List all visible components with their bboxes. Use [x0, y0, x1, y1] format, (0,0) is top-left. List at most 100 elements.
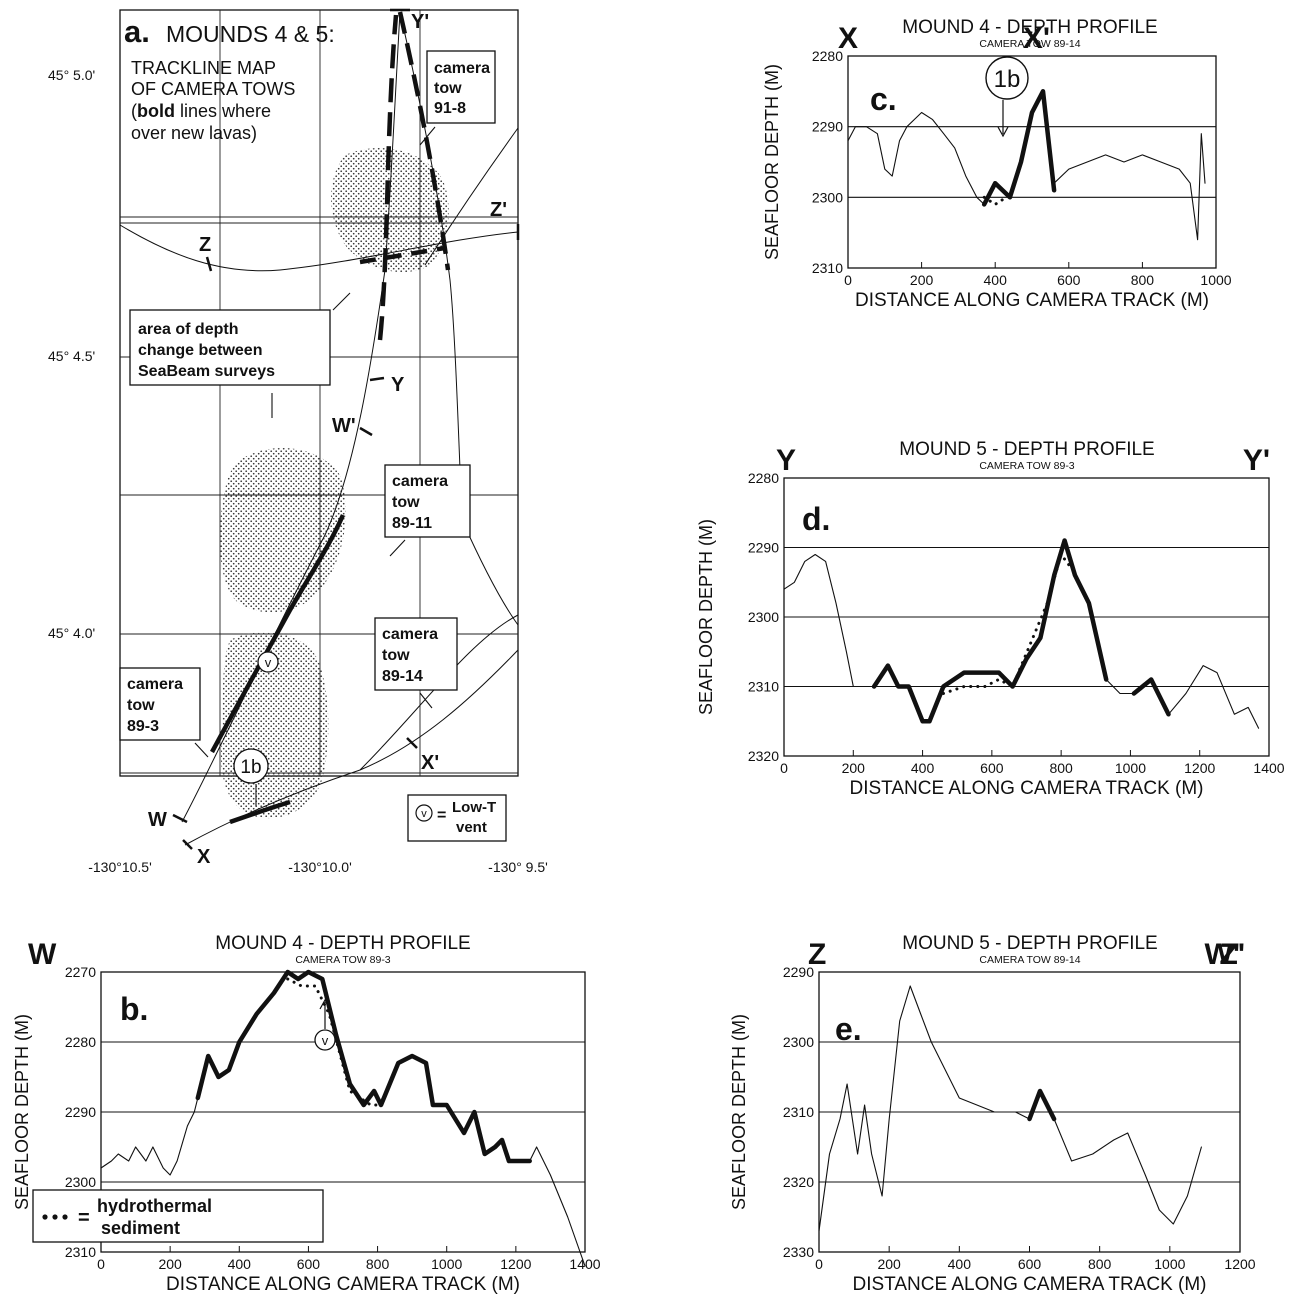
vent-marker-icon: [314, 1029, 336, 1051]
svg-text:tow: tow: [127, 697, 155, 714]
vent-legend: v = Low-T vent: [407, 794, 507, 842]
y-tick-label: 2290: [65, 1104, 96, 1120]
svg-text:tow: tow: [434, 80, 462, 97]
profile-line: [100, 1097, 199, 1176]
y-axis-label: SEAFLOOR DEPTH (M): [762, 64, 782, 260]
profile-start-label: W: [28, 938, 57, 971]
x-tick-label: 600: [980, 760, 1004, 776]
svg-text:tow: tow: [382, 647, 410, 664]
vent-arrow-head: [319, 998, 331, 1010]
y-tick-label: 2310: [783, 1104, 814, 1120]
photo-1b-marker: 1b: [233, 748, 269, 806]
callout-tow-91-8: camera tow 91-8: [419, 50, 496, 146]
chart-subtitle: CAMERA TOW 89-14: [979, 38, 1080, 50]
x-tick-label: 400: [984, 272, 1008, 288]
x-tick-label: 200: [842, 760, 866, 776]
panel-letter: c.: [870, 81, 897, 117]
x-tick-label: 1400: [1253, 760, 1284, 776]
x-tick-label: 600: [1018, 1256, 1042, 1272]
point-label-w: W: [148, 809, 167, 831]
profile-line-new-lava: [871, 538, 1109, 724]
profile-line: [1053, 1118, 1202, 1225]
profile-line-new-lava: [981, 89, 1057, 207]
lat-label-4-0: 45° 4.0': [48, 625, 95, 641]
y-tick-label: 2300: [812, 189, 843, 205]
y-tick-label: 2280: [812, 48, 843, 64]
point-label-x-prime: X': [421, 752, 439, 774]
profile-end-label: Y': [1243, 444, 1270, 477]
bold-1b-segment: [229, 799, 291, 825]
photo-1b-label: 1b: [994, 66, 1021, 93]
y-tick-label: 2280: [748, 470, 779, 486]
vent-marker-label: v: [322, 1033, 329, 1048]
map-title-line5: over new lavas): [131, 123, 257, 143]
y-tick-label: 2300: [65, 1174, 96, 1190]
callout-tow-89-3: camera tow 89-3: [119, 667, 209, 758]
chart-title: MOUND 4 - DEPTH PROFILE: [215, 933, 470, 954]
point-label-z-prime: Z': [490, 199, 507, 221]
photo-1b-marker: [985, 56, 1029, 100]
svg-text:hydrothermal: hydrothermal: [97, 1196, 212, 1216]
profile-line-new-lava: [1131, 677, 1171, 717]
bold-91-8-dashes: [397, 11, 451, 271]
panel-letter: e.: [835, 1011, 862, 1047]
map-title-line1: MOUNDS 4 & 5:: [166, 21, 335, 47]
chart-subtitle: CAMERA TOW 89-14: [979, 954, 1080, 966]
svg-text:area of depth: area of depth: [138, 321, 238, 338]
svg-text:camera: camera: [382, 626, 438, 643]
x-tick-label: 1400: [569, 1256, 600, 1272]
x-tick-label: 0: [844, 272, 852, 288]
lat-label-4-5: 45° 4.5': [48, 348, 95, 364]
y-tick-label: 2280: [65, 1034, 96, 1050]
y-axis-label: SEAFLOOR DEPTH (M): [12, 1014, 32, 1210]
y-tick-label: 2310: [65, 1244, 96, 1260]
panel-letter: d.: [802, 501, 830, 537]
svg-text:vent: vent: [456, 819, 487, 836]
x-tick-label: 0: [815, 1256, 823, 1272]
callout-tow-89-14: camera tow 89-14: [374, 617, 458, 709]
map-title-line4: (bold lines where: [131, 101, 271, 121]
trackline-upper-right: [424, 127, 519, 266]
svg-text:tow: tow: [392, 494, 420, 511]
x-tick-label: 1000: [1200, 272, 1231, 288]
map-title-line2: TRACKLINE MAP: [131, 58, 276, 78]
point-label-z: Z: [199, 234, 211, 256]
y-tick-label: 2320: [748, 748, 779, 764]
vent-marker-icon: v: [257, 651, 279, 673]
point-label-x: X: [197, 846, 211, 868]
point-label-y: Y: [391, 374, 405, 396]
svg-text:91-8: 91-8: [434, 100, 466, 117]
x-axis-label: DISTANCE ALONG CAMERA TRACK (M): [855, 290, 1209, 311]
svg-text:camera: camera: [392, 473, 448, 490]
svg-text:camera: camera: [127, 676, 183, 693]
y-tick-label: 2300: [748, 609, 779, 625]
x-tick-label: 400: [948, 1256, 972, 1272]
sediment-legend: = hydrothermal sediment: [32, 1189, 324, 1243]
y-tick-label: 2310: [812, 260, 843, 276]
chart-subtitle: CAMERA TOW 89-3: [295, 954, 390, 966]
new-lava-area-north: [331, 147, 449, 273]
x-tick-label: 1000: [1115, 760, 1146, 776]
svg-text:SeaBeam surveys: SeaBeam surveys: [138, 363, 275, 380]
bold-89-11-dashes: [377, 14, 399, 341]
svg-text:v: v: [265, 655, 272, 670]
chart-title: MOUND 5 - DEPTH PROFILE: [902, 933, 1157, 954]
x-tick-label: 1000: [1154, 1256, 1185, 1272]
x-tick-label: 0: [97, 1256, 105, 1272]
y-axis-label: SEAFLOOR DEPTH (M): [696, 519, 716, 715]
profile-end-ticks: [172, 8, 520, 850]
y-tick-label: 2290: [783, 964, 814, 980]
profile-end-label: X': [1023, 22, 1050, 55]
callout-tow-89-11: camera tow 89-11: [384, 464, 471, 557]
profile-end-label: Z': [1220, 938, 1245, 971]
lon-label-9-5: -130° 9.5': [488, 859, 548, 875]
profile-line-new-lava: [195, 969, 532, 1164]
bold-track-segments: [210, 11, 451, 825]
profile-line: [1167, 665, 1260, 729]
svg-text:v: v: [421, 808, 427, 820]
